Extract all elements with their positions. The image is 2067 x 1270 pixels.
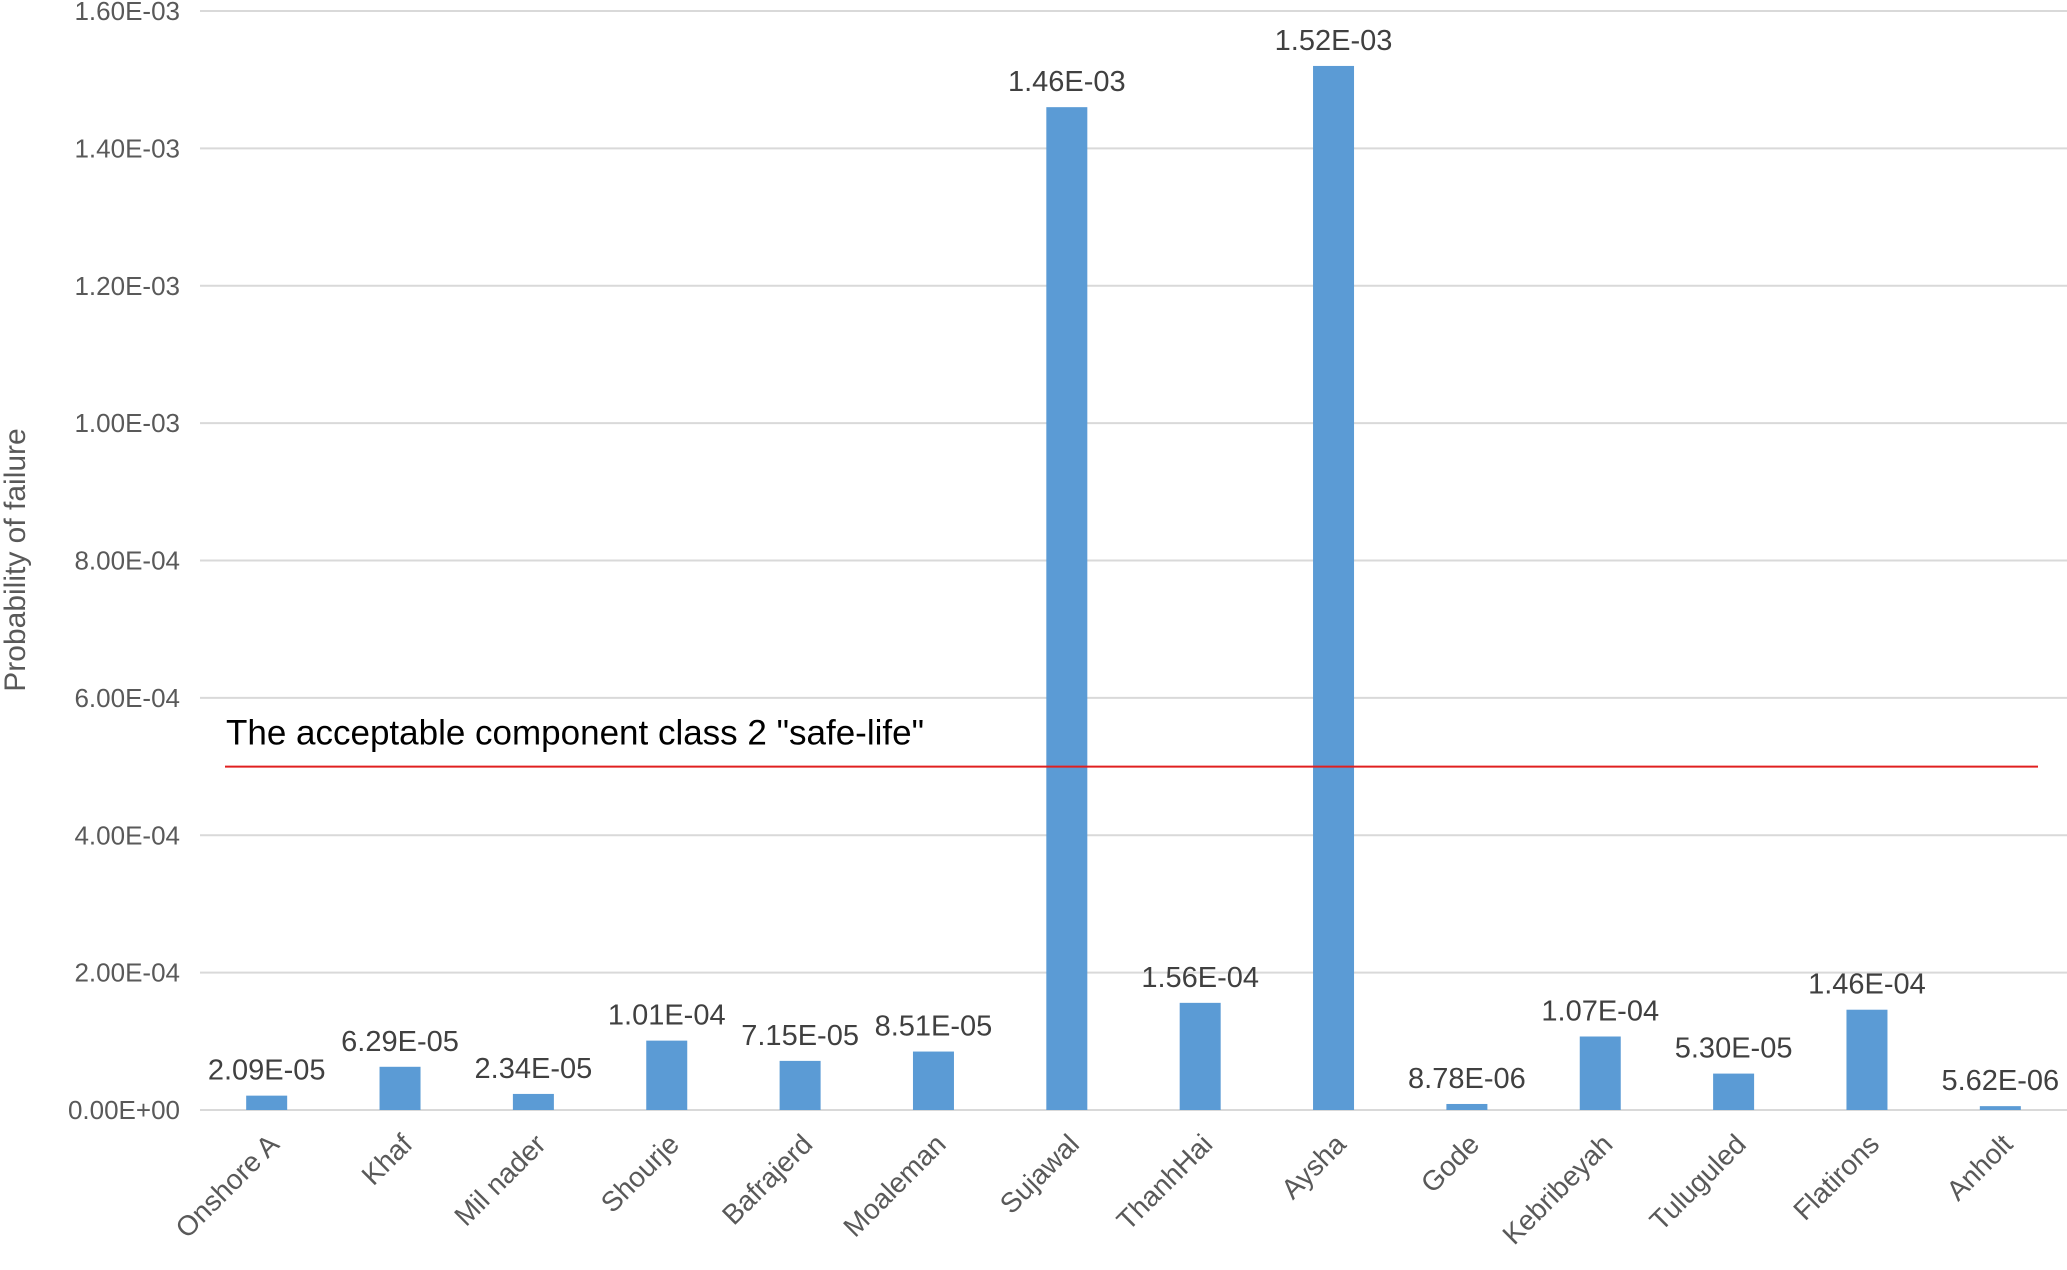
data-label: 2.09E-05 [208, 1055, 326, 1087]
x-tick-label: Kebribeyah [1496, 1128, 1618, 1250]
y-tick-label: 6.00E-04 [74, 683, 180, 713]
bar [1046, 107, 1088, 1111]
x-tick-label: Sujawal [994, 1128, 1085, 1219]
y-tick-label: 1.00E-03 [74, 408, 180, 438]
y-axis-title: Probability of failure [0, 428, 32, 691]
x-tick-label: Aysha [1275, 1128, 1352, 1205]
data-label: 1.46E-04 [1808, 969, 1926, 1001]
x-tick-label: ThanhHai [1111, 1128, 1219, 1236]
bar [912, 1051, 954, 1110]
x-tick-label: Shourje [595, 1128, 685, 1218]
data-label: 1.56E-04 [1141, 962, 1259, 994]
bar [1713, 1073, 1755, 1110]
x-tick-label: Bafrajerd [716, 1128, 818, 1230]
y-axis-tick-labels: 0.00E+00 2.00E-04 4.00E-04 6.00E-04 8.00E-04… [68, 0, 180, 1125]
y-tick-label: 2.00E-04 [74, 958, 180, 988]
bar [1446, 1103, 1488, 1110]
data-label: 2.34E-05 [475, 1053, 593, 1085]
data-label: 6.29E-05 [341, 1026, 459, 1058]
bars [246, 65, 2021, 1111]
data-label: 8.51E-05 [875, 1011, 993, 1043]
x-tick-label: Onshore A [169, 1128, 285, 1244]
data-label: 1.46E-03 [1008, 66, 1126, 98]
bar [646, 1040, 688, 1110]
data-label: 1.01E-04 [608, 1000, 726, 1032]
x-tick-label: Gode [1415, 1128, 1485, 1198]
data-label: 5.30E-05 [1675, 1033, 1793, 1065]
bar [1179, 1002, 1221, 1110]
data-label: 1.07E-04 [1541, 996, 1659, 1028]
bar [246, 1095, 288, 1110]
bar [1579, 1036, 1621, 1110]
data-label: 8.78E-06 [1408, 1063, 1526, 1095]
y-tick-label: 4.00E-04 [74, 820, 180, 850]
y-tick-label: 8.00E-04 [74, 546, 180, 576]
bar [779, 1060, 821, 1110]
bar [1313, 65, 1355, 1111]
y-tick-label: 1.20E-03 [74, 271, 180, 301]
x-tick-label: Moaleman [837, 1128, 951, 1242]
threshold-label: The acceptable component class 2 "safe-l… [226, 714, 924, 753]
y-tick-label: 0.00E+00 [68, 1095, 180, 1125]
bar [1979, 1106, 2021, 1110]
data-label: 1.52E-03 [1275, 25, 1393, 57]
data-labels: 2.09E-05 6.29E-05 2.34E-05 1.01E-04 7.15E-05… [208, 25, 2059, 1097]
x-tick-label: Khaf [356, 1128, 419, 1191]
x-tick-label: Mil nader [448, 1128, 551, 1231]
x-tick-label: Flatirons [1787, 1128, 1885, 1226]
x-axis-tick-labels: Onshore A Khaf Mil nader Shourje Bafrajerd Mo… [169, 1128, 2018, 1250]
bar [512, 1093, 554, 1110]
y-tick-label: 1.60E-03 [74, 0, 180, 26]
y-tick-label: 1.40E-03 [74, 133, 180, 163]
x-tick-label: Anholt [1940, 1128, 2018, 1206]
data-label: 5.62E-06 [1941, 1065, 2059, 1097]
x-tick-label: Tuluguled [1644, 1128, 1752, 1236]
data-label: 7.15E-05 [741, 1020, 859, 1052]
gridlines [200, 10, 2067, 1111]
bar [1846, 1009, 1888, 1110]
bar [379, 1066, 421, 1110]
